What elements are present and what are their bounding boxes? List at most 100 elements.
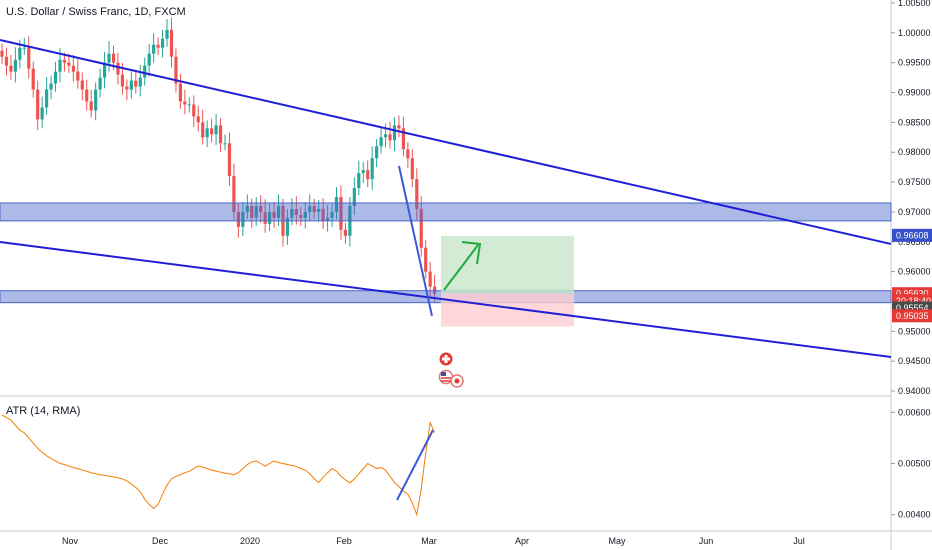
candle-body bbox=[27, 47, 31, 69]
price-tick-label: 1.00500 bbox=[898, 0, 931, 8]
candle-body bbox=[366, 170, 370, 180]
candle-body bbox=[325, 217, 330, 221]
position-stop-area bbox=[441, 293, 574, 327]
candle-body bbox=[45, 89, 49, 108]
candle-body bbox=[107, 53, 111, 63]
price-tick-label: 1.00000 bbox=[898, 28, 931, 38]
candle-body bbox=[125, 86, 129, 90]
candle-body bbox=[424, 247, 428, 272]
candle-body bbox=[428, 271, 432, 287]
candle-body bbox=[80, 80, 84, 90]
candle-body bbox=[76, 71, 80, 81]
price-badge-label: 0.96608 bbox=[896, 230, 929, 240]
event-dot bbox=[454, 378, 460, 384]
candle-body bbox=[236, 211, 240, 227]
candle-body bbox=[134, 80, 138, 87]
candle-body bbox=[187, 104, 191, 106]
candle-body bbox=[308, 205, 312, 212]
price-badge-label: 0.95035 bbox=[896, 311, 929, 321]
candle-body bbox=[250, 205, 254, 218]
candle-body bbox=[196, 116, 200, 123]
atr-tick-label: 0.00400 bbox=[898, 510, 931, 520]
candle-body bbox=[276, 205, 281, 218]
price-tick-label: 0.98000 bbox=[898, 147, 931, 157]
price-badge bbox=[892, 309, 932, 323]
candle-body bbox=[415, 179, 419, 209]
time-axis[interactable]: Nov Dec 2020 Feb Mar Apr May Jun Jul bbox=[62, 536, 805, 546]
target-arrow bbox=[443, 244, 479, 291]
atr-pane bbox=[1, 414, 436, 517]
candle-body bbox=[0, 50, 4, 57]
candle-body bbox=[272, 211, 276, 218]
candle-body bbox=[397, 125, 401, 129]
candle-body bbox=[410, 158, 414, 180]
swiss-cross-h bbox=[442, 357, 450, 361]
arrow-head bbox=[461, 241, 482, 265]
time-tick-label: Feb bbox=[336, 536, 352, 546]
price-badge bbox=[892, 228, 932, 242]
event-icons[interactable] bbox=[438, 352, 464, 388]
candle-body bbox=[268, 211, 272, 224]
candle-body bbox=[232, 176, 236, 212]
candle-body bbox=[94, 89, 98, 111]
candle-body bbox=[53, 71, 58, 84]
candle-body bbox=[214, 125, 218, 135]
atr-tick-label: 0.00500 bbox=[898, 459, 931, 469]
time-tick-label: Dec bbox=[152, 536, 169, 546]
candle-body bbox=[143, 65, 147, 78]
candle-body bbox=[401, 128, 405, 150]
resistance-zone bbox=[0, 202, 892, 222]
price-badge-label: 0.95554 bbox=[896, 303, 929, 313]
candle-body bbox=[339, 197, 343, 230]
candle-body bbox=[183, 101, 187, 105]
candle-body bbox=[120, 74, 125, 87]
candle-body bbox=[210, 128, 214, 135]
price-tick-label: 0.97500 bbox=[898, 177, 931, 187]
candles bbox=[0, 17, 437, 302]
candle-body bbox=[285, 217, 290, 236]
candle-body bbox=[85, 89, 89, 102]
drawings bbox=[0, 39, 892, 358]
candle-body bbox=[241, 211, 245, 227]
candle-body bbox=[156, 44, 160, 48]
candle-body bbox=[370, 158, 374, 180]
candle-body bbox=[201, 122, 205, 138]
candle-body bbox=[31, 68, 35, 90]
time-tick-label: May bbox=[608, 536, 626, 546]
candle-body bbox=[383, 134, 388, 138]
impulse-line bbox=[398, 165, 433, 317]
atr-trend-line bbox=[396, 429, 434, 501]
chart-title: U.S. Dollar / Swiss Franc, 1D, FXCM bbox=[6, 6, 186, 18]
candle-body bbox=[245, 205, 249, 212]
price-axis[interactable]: 1.00500 1.00000 0.99500 0.99000 0.98500 0.980… bbox=[891, 0, 932, 520]
candle-body bbox=[71, 65, 75, 72]
candle-body bbox=[227, 143, 232, 177]
candle-body bbox=[334, 197, 339, 212]
candle-body bbox=[352, 188, 356, 206]
price-tick-label: 0.99000 bbox=[898, 88, 931, 98]
candle-body bbox=[62, 59, 67, 63]
price-badge-label: 0.95630 bbox=[896, 289, 929, 299]
candle-body bbox=[379, 137, 383, 147]
candle-body bbox=[388, 134, 392, 141]
candle-body bbox=[218, 125, 223, 144]
candle-body bbox=[129, 80, 133, 90]
time-tick-label: Jul bbox=[793, 536, 805, 546]
upper-trendline bbox=[0, 39, 892, 245]
atr-indicator-title[interactable]: ATR (14, RMA) bbox=[6, 405, 81, 417]
price-tick-label: 0.96000 bbox=[898, 267, 931, 277]
price-tick-label: 0.95000 bbox=[898, 326, 931, 336]
candle-body bbox=[160, 38, 165, 48]
candle-body bbox=[321, 208, 325, 221]
price-tick-label: 0.97000 bbox=[898, 207, 931, 217]
time-tick-label: 2020 bbox=[240, 536, 260, 546]
candle-body bbox=[18, 47, 22, 60]
candle-body bbox=[178, 83, 182, 102]
time-tick-label: Jun bbox=[699, 536, 714, 546]
candle-body bbox=[375, 146, 379, 159]
candle-body bbox=[147, 53, 151, 66]
candle-body bbox=[392, 125, 397, 141]
time-tick-label: Apr bbox=[515, 536, 529, 546]
candle-body bbox=[223, 143, 227, 145]
